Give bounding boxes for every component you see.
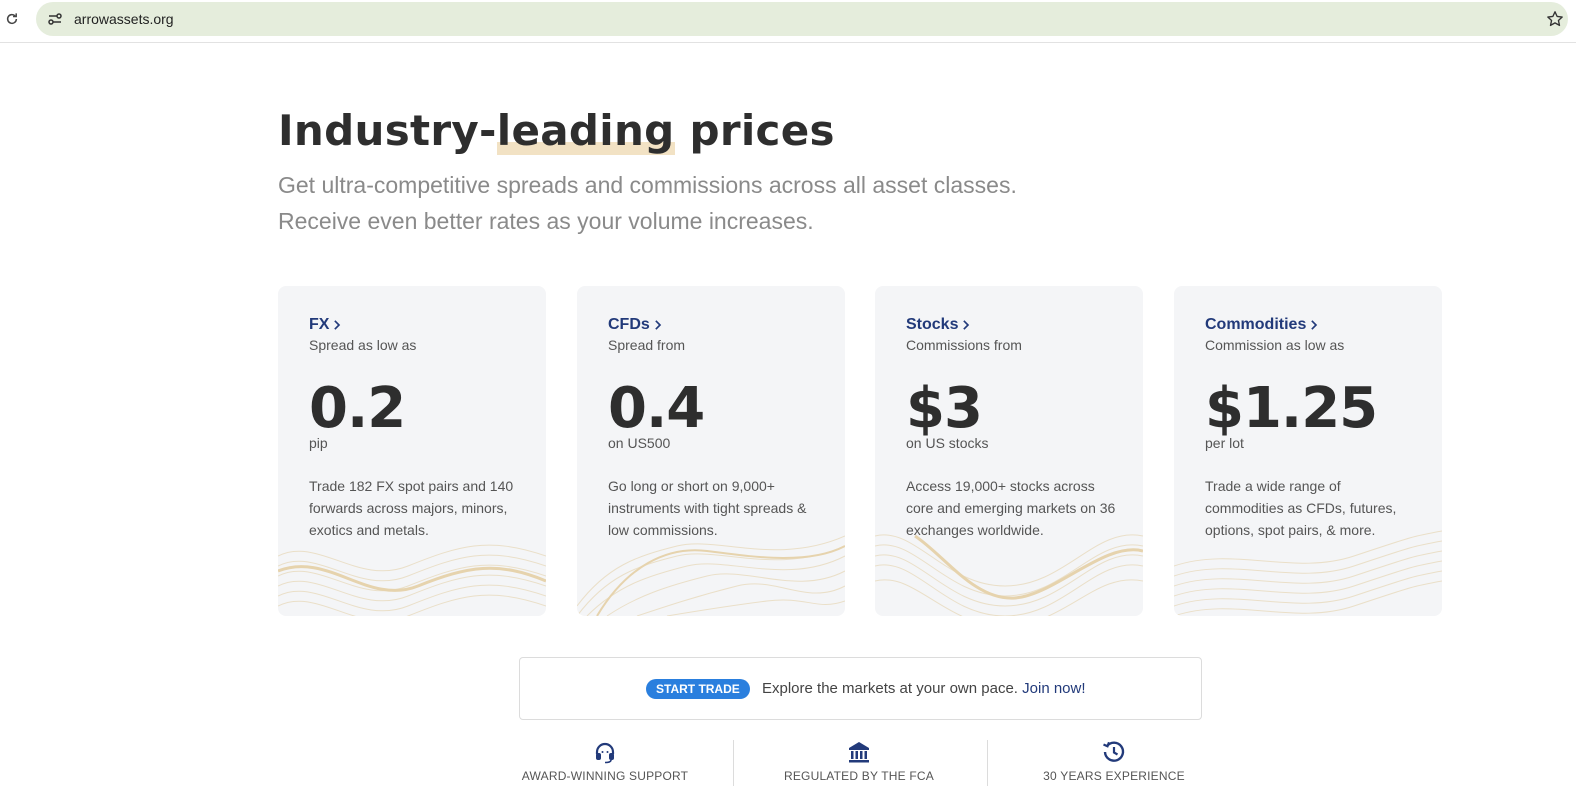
feature-support: AWARD-WINNING SUPPORT <box>519 740 691 786</box>
feature-label: AWARD-WINNING SUPPORT <box>521 769 689 783</box>
pricing-card-commodities[interactable]: Commodities Commission as low as $1.25 p… <box>1174 286 1442 616</box>
card-description: Access 19,000+ stocks across core and em… <box>906 478 1116 538</box>
card-unit: on US500 <box>608 435 671 451</box>
card-value: $1.25 <box>1205 376 1378 441</box>
wave-pattern <box>875 534 1143 616</box>
feature-experience: 30 YEARS EXPERIENCE <box>1028 740 1200 786</box>
feature-regulated: REGULATED BY THE FCA <box>773 740 945 786</box>
title-highlight: leading <box>496 106 675 155</box>
cta-text: Explore the markets at your own pace. Jo… <box>762 680 1086 697</box>
feature-label: REGULATED BY THE FCA <box>783 769 935 783</box>
card-caption: Commissions from <box>906 337 1022 353</box>
card-link-commodities[interactable]: Commodities <box>1205 316 1318 334</box>
card-link-label[interactable]: FX <box>309 316 330 333</box>
card-description: Go long or short on 9,000+ instruments w… <box>608 478 807 538</box>
card-description: Trade 182 FX spot pairs and 140 forwards… <box>309 478 514 538</box>
bookmark-star-icon[interactable] <box>1544 8 1566 30</box>
card-link-label[interactable]: Commodities <box>1205 316 1307 333</box>
feature-divider <box>733 740 734 786</box>
browser-toolbar: arrowassets.org <box>0 0 1576 43</box>
page-subtitle: Get ultra-competitive spreads and commis… <box>278 167 1017 239</box>
wave-pattern <box>278 544 546 616</box>
card-caption: Spread as low as <box>309 337 417 353</box>
cta-message: Explore the markets at your own pace. <box>762 680 1018 697</box>
card-unit: per lot <box>1205 435 1244 451</box>
card-link-label[interactable]: Stocks <box>906 316 959 333</box>
cta-banner: START TRADE Explore the markets at your … <box>519 657 1202 720</box>
pricing-card-cfds[interactable]: CFDs Spread from 0.4 on US500 Go long or… <box>577 286 845 616</box>
page-title: Industry-leading prices <box>278 106 835 155</box>
title-suffix: prices <box>674 106 835 155</box>
card-value: 0.4 <box>608 376 705 441</box>
chevron-right-icon <box>963 320 970 330</box>
wave-pattern <box>577 535 845 616</box>
title-prefix: Industry- <box>278 106 497 155</box>
chevron-right-icon <box>1311 320 1318 330</box>
subtitle-line-1: Get ultra-competitive spreads and commis… <box>278 172 1017 198</box>
subtitle-line-2: Receive even better rates as your volume… <box>278 208 814 234</box>
address-bar[interactable]: arrowassets.org <box>36 2 1568 36</box>
pricing-card-fx[interactable]: FX Spread as low as 0.2 pip Trade 182 FX… <box>278 286 546 616</box>
reload-icon[interactable] <box>3 10 21 28</box>
history-icon <box>1103 741 1125 762</box>
feature-label: 30 YEARS EXPERIENCE <box>1043 769 1185 783</box>
card-unit: on US stocks <box>906 435 989 451</box>
wave-pattern <box>1174 530 1442 616</box>
feature-divider <box>987 740 988 786</box>
card-caption: Commission as low as <box>1205 337 1345 353</box>
card-link-label[interactable]: CFDs <box>608 316 650 333</box>
chevron-right-icon <box>334 320 341 330</box>
headset-icon <box>595 742 615 764</box>
bank-icon <box>849 742 869 763</box>
chevron-right-icon <box>655 320 661 330</box>
card-value: 0.2 <box>309 376 406 441</box>
card-link-stocks[interactable]: Stocks <box>906 316 970 334</box>
card-link-fx[interactable]: FX <box>309 316 341 334</box>
pricing-card-stocks[interactable]: Stocks Commissions from $3 on US stocks … <box>875 286 1143 616</box>
join-now-link[interactable]: Join now! <box>1022 680 1086 697</box>
card-unit: pip <box>309 435 328 451</box>
card-caption: Spread from <box>608 337 686 353</box>
url-text[interactable]: arrowassets.org <box>74 11 174 27</box>
start-trade-button[interactable]: START TRADE <box>646 679 750 699</box>
card-value: $3 <box>906 376 983 441</box>
card-description: Trade a wide range of commodities as CFD… <box>1205 478 1397 538</box>
site-info-icon[interactable] <box>46 10 64 28</box>
card-link-cfds[interactable]: CFDs <box>608 316 662 334</box>
